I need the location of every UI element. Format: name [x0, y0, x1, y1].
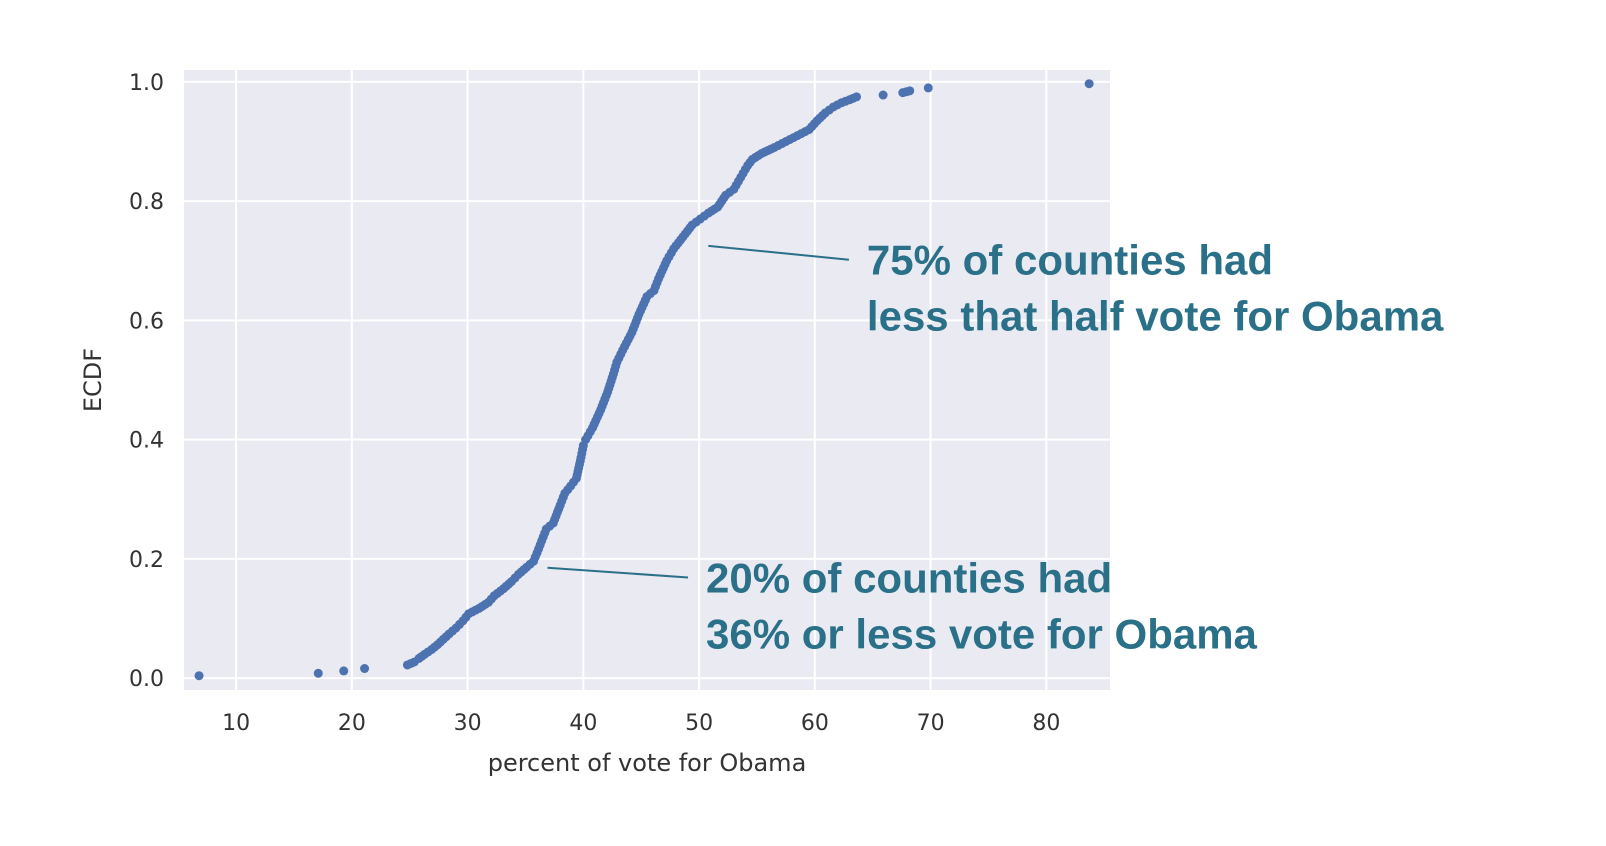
data-point: [339, 666, 349, 676]
x-tick-label: 30: [454, 711, 482, 736]
data-point: [923, 83, 933, 93]
y-tick-labels: 0.0 0.2 0.4 0.6 0.8 1.0: [129, 71, 164, 692]
data-points: [194, 79, 1094, 681]
y-tick-label: 0.4: [129, 429, 164, 454]
data-point: [852, 92, 862, 102]
annotation-text: 75% of counties had: [867, 237, 1273, 284]
data-point: [360, 664, 370, 674]
annotation-text: 20% of counties had: [706, 554, 1112, 601]
x-tick-labels: 10 20 30 40 50 60 70 80: [222, 711, 1060, 736]
x-tick-label: 10: [222, 711, 250, 736]
x-axis-label: percent of vote for Obama: [488, 749, 807, 777]
grid: [184, 70, 1110, 690]
data-point: [1084, 79, 1094, 89]
data-point: [878, 90, 888, 100]
x-tick-label: 20: [338, 711, 366, 736]
y-axis-label: ECDF: [79, 348, 107, 412]
annotation-leader-line: [547, 566, 689, 579]
x-tick-label: 50: [685, 711, 713, 736]
y-tick-label: 0.6: [129, 309, 164, 334]
y-tick-label: 0.2: [129, 548, 164, 573]
data-point: [313, 668, 323, 678]
y-tick-label: 0.8: [129, 190, 164, 215]
data-point: [905, 86, 915, 96]
x-tick-label: 60: [801, 711, 829, 736]
x-tick-label: 40: [569, 711, 597, 736]
annotation-leader-line: [708, 244, 850, 261]
y-tick-label: 1.0: [129, 71, 164, 96]
annotation-text: less that half vote for Obama: [867, 293, 1444, 340]
data-point: [194, 671, 204, 681]
plot-background: [184, 70, 1110, 690]
x-tick-label: 70: [917, 711, 945, 736]
x-tick-label: 80: [1032, 711, 1060, 736]
annotation-text: 36% or less vote for Obama: [706, 610, 1258, 657]
y-tick-label: 0.0: [129, 667, 164, 692]
annotations: 75% of counties had less that half vote f…: [547, 237, 1444, 657]
